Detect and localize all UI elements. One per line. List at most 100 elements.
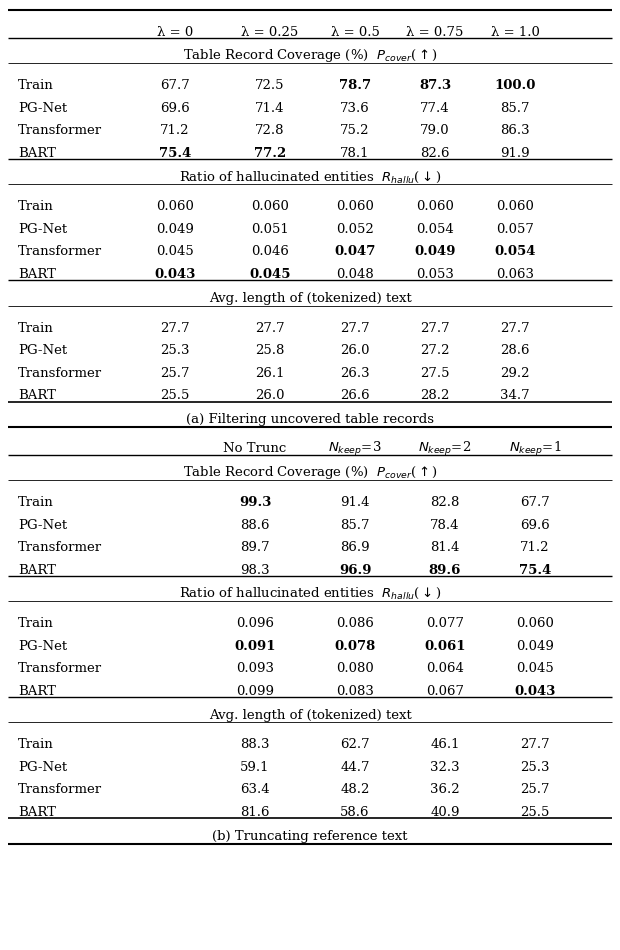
Text: 27.5: 27.5 [420, 367, 450, 380]
Text: 69.6: 69.6 [160, 102, 190, 115]
Text: 0.045: 0.045 [156, 245, 194, 258]
Text: BART: BART [18, 390, 56, 402]
Text: 0.045: 0.045 [516, 662, 554, 675]
Text: 0.053: 0.053 [416, 268, 454, 281]
Text: 0.096: 0.096 [236, 618, 274, 630]
Text: 67.7: 67.7 [160, 79, 190, 92]
Text: 0.054: 0.054 [416, 223, 454, 236]
Text: 62.7: 62.7 [340, 738, 370, 751]
Text: 82.8: 82.8 [430, 496, 459, 509]
Text: 75.2: 75.2 [340, 124, 370, 137]
Text: 96.9: 96.9 [339, 563, 371, 577]
Text: Transformer: Transformer [18, 662, 102, 675]
Text: 25.7: 25.7 [160, 367, 190, 380]
Text: 78.4: 78.4 [430, 519, 460, 531]
Text: Table Record Coverage (%)  $P_{cover}$($\uparrow$): Table Record Coverage (%) $P_{cover}$($\… [182, 48, 438, 65]
Text: 89.7: 89.7 [240, 541, 270, 554]
Text: 69.6: 69.6 [520, 519, 550, 531]
Text: 28.6: 28.6 [500, 344, 529, 357]
Text: 89.6: 89.6 [429, 563, 461, 577]
Text: 0.067: 0.067 [426, 685, 464, 697]
Text: 25.3: 25.3 [160, 344, 190, 357]
Text: 0.060: 0.060 [251, 200, 289, 214]
Text: 25.5: 25.5 [520, 806, 550, 819]
Text: 0.054: 0.054 [494, 245, 536, 258]
Text: 82.6: 82.6 [420, 146, 450, 160]
Text: 44.7: 44.7 [340, 761, 370, 774]
Text: Train: Train [18, 200, 54, 214]
Text: 75.4: 75.4 [159, 146, 191, 160]
Text: 0.083: 0.083 [336, 685, 374, 697]
Text: Train: Train [18, 496, 54, 509]
Text: 87.3: 87.3 [419, 79, 451, 92]
Text: 28.2: 28.2 [420, 390, 450, 402]
Text: 29.2: 29.2 [500, 367, 529, 380]
Text: 25.8: 25.8 [255, 344, 285, 357]
Text: 0.051: 0.051 [251, 223, 289, 236]
Text: (a) Filtering uncovered table records: (a) Filtering uncovered table records [186, 413, 434, 426]
Text: 77.4: 77.4 [420, 102, 450, 115]
Text: 75.4: 75.4 [519, 563, 551, 577]
Text: 88.3: 88.3 [241, 738, 270, 751]
Text: $N_{keep}$=2: $N_{keep}$=2 [418, 440, 472, 458]
Text: λ = 0.25: λ = 0.25 [241, 26, 299, 39]
Text: 0.043: 0.043 [515, 685, 556, 697]
Text: 77.2: 77.2 [254, 146, 286, 160]
Text: 0.048: 0.048 [336, 268, 374, 281]
Text: 36.2: 36.2 [430, 784, 460, 796]
Text: 98.3: 98.3 [240, 563, 270, 577]
Text: 81.4: 81.4 [430, 541, 459, 554]
Text: 27.2: 27.2 [420, 344, 450, 357]
Text: λ = 0.5: λ = 0.5 [330, 26, 379, 39]
Text: 72.5: 72.5 [255, 79, 285, 92]
Text: 26.1: 26.1 [255, 367, 285, 380]
Text: 0.091: 0.091 [234, 639, 276, 653]
Text: PG-Net: PG-Net [18, 519, 67, 531]
Text: 0.078: 0.078 [334, 639, 376, 653]
Text: 26.0: 26.0 [255, 390, 285, 402]
Text: Train: Train [18, 618, 54, 630]
Text: 27.7: 27.7 [500, 322, 530, 334]
Text: 86.3: 86.3 [500, 124, 530, 137]
Text: 67.7: 67.7 [520, 496, 550, 509]
Text: Train: Train [18, 738, 54, 751]
Text: 25.7: 25.7 [520, 784, 550, 796]
Text: 0.063: 0.063 [496, 268, 534, 281]
Text: Transformer: Transformer [18, 245, 102, 258]
Text: BART: BART [18, 563, 56, 577]
Text: 71.2: 71.2 [160, 124, 190, 137]
Text: $N_{keep}$=3: $N_{keep}$=3 [328, 440, 382, 458]
Text: BART: BART [18, 806, 56, 819]
Text: 0.060: 0.060 [496, 200, 534, 214]
Text: 0.052: 0.052 [336, 223, 374, 236]
Text: (b) Truncating reference text: (b) Truncating reference text [212, 829, 408, 843]
Text: 0.060: 0.060 [516, 618, 554, 630]
Text: PG-Net: PG-Net [18, 639, 67, 653]
Text: 81.6: 81.6 [241, 806, 270, 819]
Text: 85.7: 85.7 [340, 519, 370, 531]
Text: 27.7: 27.7 [255, 322, 285, 334]
Text: 71.2: 71.2 [520, 541, 550, 554]
Text: BART: BART [18, 685, 56, 697]
Text: PG-Net: PG-Net [18, 223, 67, 236]
Text: Transformer: Transformer [18, 541, 102, 554]
Text: 0.045: 0.045 [249, 268, 291, 281]
Text: 48.2: 48.2 [340, 784, 370, 796]
Text: 85.7: 85.7 [500, 102, 529, 115]
Text: $N_{keep}$=1: $N_{keep}$=1 [509, 440, 561, 458]
Text: PG-Net: PG-Net [18, 761, 67, 774]
Text: 40.9: 40.9 [430, 806, 460, 819]
Text: 86.9: 86.9 [340, 541, 370, 554]
Text: 0.049: 0.049 [414, 245, 456, 258]
Text: 25.3: 25.3 [520, 761, 550, 774]
Text: 63.4: 63.4 [240, 784, 270, 796]
Text: 46.1: 46.1 [430, 738, 460, 751]
Text: 78.1: 78.1 [340, 146, 370, 160]
Text: 0.093: 0.093 [236, 662, 274, 675]
Text: 99.3: 99.3 [239, 496, 271, 509]
Text: 0.077: 0.077 [426, 618, 464, 630]
Text: 34.7: 34.7 [500, 390, 530, 402]
Text: Avg. length of (tokenized) text: Avg. length of (tokenized) text [208, 292, 412, 305]
Text: 0.049: 0.049 [516, 639, 554, 653]
Text: 0.057: 0.057 [496, 223, 534, 236]
